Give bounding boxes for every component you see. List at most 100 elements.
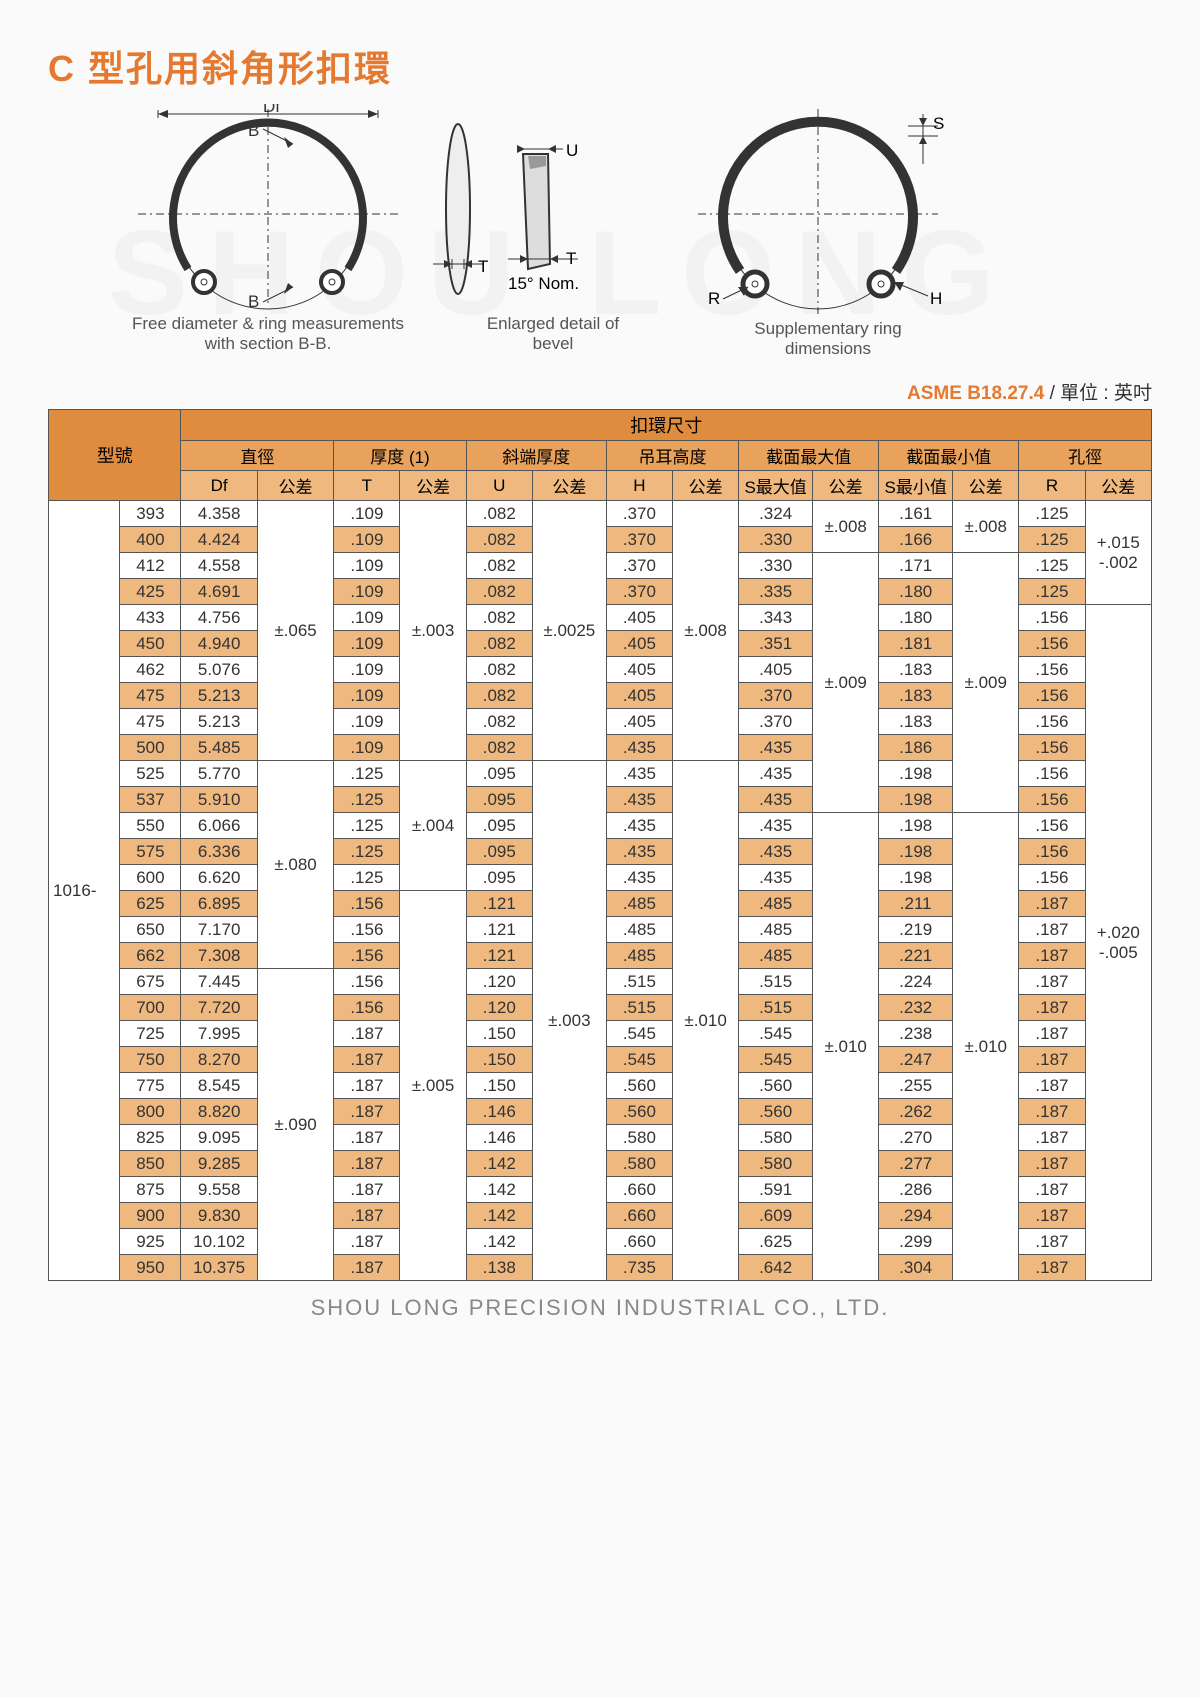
data-cell: .109 [334,501,400,527]
data-cell: .156 [1019,709,1085,735]
tol-cell: ±.008 [813,501,879,553]
data-cell: 700 [120,995,181,1021]
data-cell: 7.720 [181,995,257,1021]
data-cell: 850 [120,1151,181,1177]
data-cell: .187 [1019,1177,1085,1203]
data-cell: 537 [120,787,181,813]
data-cell: .270 [879,1125,953,1151]
hdr-group: 截面最小值 [879,441,1019,471]
data-cell: 900 [120,1203,181,1229]
data-cell: 775 [120,1073,181,1099]
data-cell: .156 [1019,839,1085,865]
svg-text:R: R [708,289,720,308]
data-cell: .183 [879,683,953,709]
data-cell: .121 [466,917,532,943]
data-cell: .082 [466,735,532,761]
hdr-model: 型號 [49,410,181,501]
data-cell: .156 [334,917,400,943]
data-cell: .187 [334,1177,400,1203]
hdr-sub: S最大值 [739,471,813,501]
data-cell: .660 [606,1203,672,1229]
data-cell: 662 [120,943,181,969]
data-cell: .187 [334,1203,400,1229]
hdr-sub: 公差 [1085,471,1151,501]
data-cell: .187 [334,1047,400,1073]
data-cell: .125 [334,839,400,865]
data-cell: .515 [606,995,672,1021]
data-cell: .330 [739,553,813,579]
data-cell: .232 [879,995,953,1021]
data-cell: .082 [466,709,532,735]
data-cell: .156 [1019,865,1085,891]
data-cell: 433 [120,605,181,631]
data-cell: .405 [606,631,672,657]
tol-cell: ±.003 [400,501,466,761]
data-cell: .186 [879,735,953,761]
data-cell: .121 [466,891,532,917]
data-cell: .560 [739,1099,813,1125]
data-cell: .125 [1019,579,1085,605]
data-cell: .187 [334,1099,400,1125]
tol-cell: ±.010 [953,813,1019,1281]
data-cell: .247 [879,1047,953,1073]
hdr-sub: 公差 [672,471,738,501]
data-cell: .515 [606,969,672,995]
data-cell: 825 [120,1125,181,1151]
data-cell: 10.102 [181,1229,257,1255]
data-cell: 425 [120,579,181,605]
diagram-caption-3: Supplementary ring dimensions [728,319,928,359]
data-cell: .142 [466,1151,532,1177]
tol-cell: +.015-.002 [1085,501,1151,605]
data-cell: .560 [606,1073,672,1099]
data-cell: .187 [1019,1125,1085,1151]
data-cell: .109 [334,579,400,605]
data-cell: .180 [879,579,953,605]
hdr-sub: 公差 [257,471,333,501]
data-cell: .435 [739,761,813,787]
data-cell: .156 [1019,631,1085,657]
data-cell: .560 [606,1099,672,1125]
data-cell: .082 [466,657,532,683]
data-cell: .262 [879,1099,953,1125]
data-cell: .156 [1019,605,1085,631]
data-cell: .125 [1019,527,1085,553]
tol-cell: ±.003 [532,761,606,1281]
tol-cell: ±.090 [257,969,333,1281]
data-cell: .125 [1019,553,1085,579]
data-cell: .109 [334,527,400,553]
data-cell: .187 [334,1073,400,1099]
diagram-ring-2: S R H [688,104,988,319]
data-cell: 4.756 [181,605,257,631]
data-cell: .198 [879,787,953,813]
spec-line: ASME B18.27.4 / 單位 : 英吋 [48,378,1152,405]
data-cell: .095 [466,761,532,787]
data-cell: .187 [1019,1151,1085,1177]
data-cell: .370 [606,501,672,527]
data-cell: .120 [466,969,532,995]
data-cell: .156 [1019,735,1085,761]
data-cell: 5.076 [181,657,257,683]
data-cell: .435 [739,839,813,865]
hdr-sub: U [466,471,532,501]
data-cell: .187 [1019,1203,1085,1229]
data-cell: .146 [466,1099,532,1125]
diagram-caption-2: Enlarged detail of bevel [468,314,638,354]
svg-text:15° Nom.: 15° Nom. [508,274,579,293]
table-row: 1016-3934.358±.065.109±.003.082±.0025.37… [49,501,1152,527]
page-title: C 型孔用斜角形扣環 [48,40,1152,92]
data-cell: .405 [739,657,813,683]
data-cell: .545 [606,1047,672,1073]
data-cell: .109 [334,683,400,709]
hdr-sub: R [1019,471,1085,501]
hdr-sub: 公差 [400,471,466,501]
data-cell: 625 [120,891,181,917]
data-cell: .142 [466,1229,532,1255]
data-cell: .435 [606,839,672,865]
data-cell: .625 [739,1229,813,1255]
data-cell: 9.095 [181,1125,257,1151]
tol-cell: ±.080 [257,761,333,969]
data-cell: .146 [466,1125,532,1151]
hdr-group: 吊耳高度 [606,441,738,471]
data-cell: 600 [120,865,181,891]
data-cell: .335 [739,579,813,605]
